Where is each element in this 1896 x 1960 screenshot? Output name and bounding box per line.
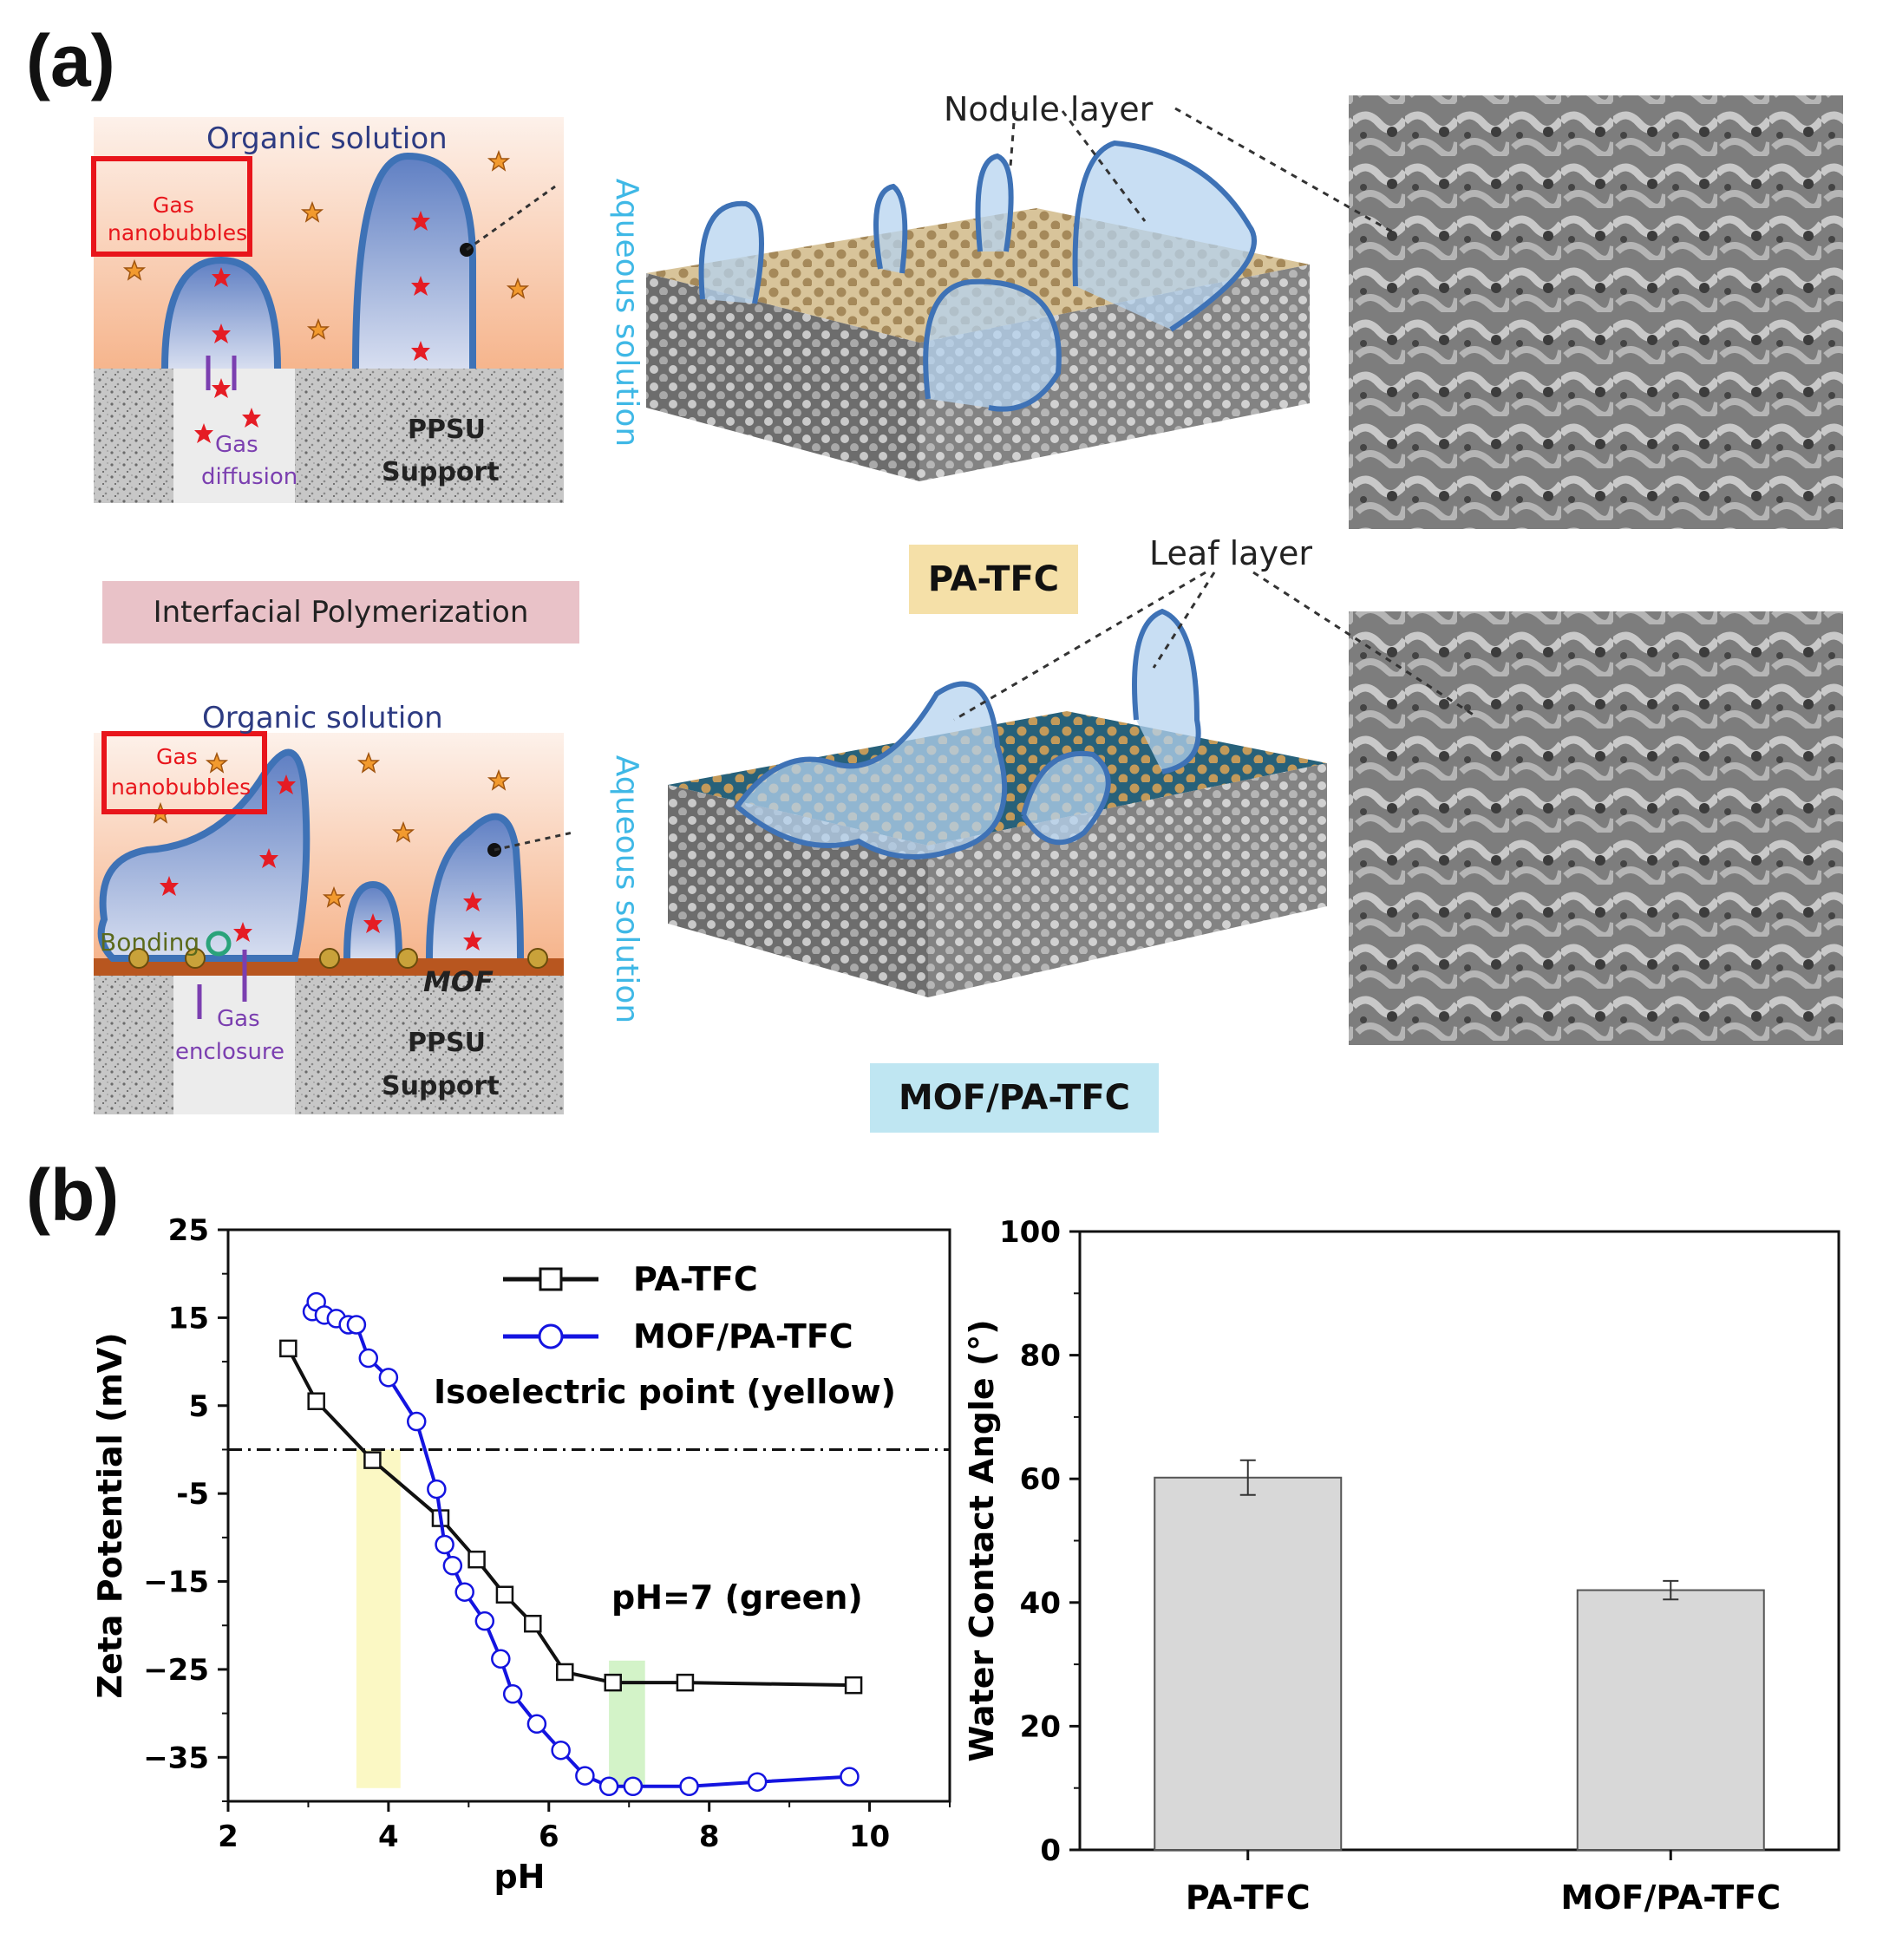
point-pa-tfc [467,1550,486,1569]
y-tick-label: 60 [1020,1462,1061,1497]
organic-solution-label-bottom: Organic solution [202,701,443,735]
point-mof-pa-tfc [551,1740,571,1761]
y-tick-label: 15 [168,1301,209,1336]
point-pa-tfc [279,1339,297,1358]
aqueous-solution-label-bottom: Aqueous solution [609,755,645,1024]
panel-label-a: (a) [26,20,115,101]
isoelectric-band [356,1449,401,1788]
water-contact-angle-chart: 0 20 40 60 80 100 Water Contact Angle (°) PA-TF… [963,1215,1840,1917]
gas-enclosure-label-1: Gas [217,1006,260,1032]
gas-nanobubbles-label-top-1: Gas [153,193,194,218]
panel-label-b: (b) [26,1154,120,1236]
point-mof-pa-tfc [526,1714,547,1735]
point-pa-tfc [676,1673,695,1692]
point-mof-pa-tfc [623,1776,644,1797]
y-tick-label: −25 [143,1653,209,1688]
bar-0 [1154,1476,1343,1851]
gas-nanobubbles-label-bottom-1: Gas [156,744,198,769]
zeta-plot-frame [226,1228,951,1803]
mof-label: MOF [423,965,494,998]
x-tick-label: 6 [539,1820,559,1854]
point-mof-pa-tfc [378,1368,399,1388]
point-mof-pa-tfc [840,1767,860,1787]
point-mof-pa-tfc [502,1684,523,1704]
point-mof-pa-tfc [406,1411,427,1432]
gas-enclosure-label-2: enclosure [175,1039,285,1065]
point-mof-pa-tfc [575,1766,595,1786]
membrane-3d-pa-tfc [646,140,1310,481]
support-label-bottom-2: Support [382,1071,500,1101]
y-tick-label: 20 [1020,1709,1061,1744]
legend-marker-0 [539,1267,563,1291]
schematic-top-left [91,117,564,503]
mof-pa-tfc-tag: MOF/PA-TFC [870,1063,1159,1133]
y-tick-label: 25 [168,1213,209,1248]
schematic-bottom-left [94,731,573,1114]
point-mof-pa-tfc [679,1776,699,1797]
x-tick-label: 10 [849,1820,890,1854]
point-mof-pa-tfc [454,1582,474,1602]
y-axis-label: Zeta Potential (mV) [91,1332,129,1698]
x-tick-label: 8 [699,1820,720,1854]
x-tick-label: 4 [378,1820,399,1854]
legend-marker-1 [538,1323,564,1349]
y-tick-label: 100 [999,1215,1061,1250]
point-mof-pa-tfc [747,1772,768,1792]
organic-solution-label-top: Organic solution [206,121,448,156]
membrane-3d-mof-pa-tfc [668,608,1327,997]
nodule-layer-label: Nodule layer [944,90,1154,128]
x-category-label: PA-TFC [1186,1878,1311,1917]
leaf-layer-label: Leaf layer [1149,534,1312,572]
schematic-figure [91,95,1843,1114]
gas-nanobubbles-label-top-2: nanobubbles [108,220,248,245]
sem-image-pa-tfc [1349,95,1843,529]
gas-diffusion-label-1: Gas [215,432,258,458]
y-tick-label: −15 [143,1565,209,1600]
sem-image-mof-pa-tfc [1349,611,1843,1045]
gas-diffusion-label-2: diffusion [201,464,298,490]
point-pa-tfc [495,1585,514,1604]
support-label-top-2: Support [382,457,500,487]
zeta-potential-chart: 25 15 5 -5 −15 −25 −35 2 4 6 8 10 pH Zeta Potential (… [91,1213,951,1896]
y-tick-label: -5 [176,1477,209,1512]
point-pa-tfc [844,1676,863,1695]
pa-tfc-tag: PA-TFC [909,545,1078,614]
point-mof-pa-tfc [435,1534,454,1555]
y-tick-label: 40 [1020,1586,1061,1621]
point-mof-pa-tfc [442,1556,463,1576]
x-category-label: MOF/PA-TFC [1560,1878,1781,1917]
x-axis-label: pH [494,1858,545,1896]
point-pa-tfc [363,1451,382,1469]
point-pa-tfc [307,1392,325,1410]
legend-label-1: MOF/PA-TFC [633,1317,853,1356]
support-label-bottom-1: PPSU [408,1028,486,1058]
y-axis-label: Water Contact Angle (°) [963,1319,1001,1761]
bonding-label: Bonding [100,928,200,957]
y-tick-label: 0 [1040,1833,1061,1868]
y-tick-label: 5 [188,1389,209,1424]
point-mof-pa-tfc [427,1479,447,1499]
isoelectric-annotation: Isoelectric point (yellow) [434,1373,896,1411]
point-mof-pa-tfc [358,1348,379,1369]
point-pa-tfc [556,1663,574,1682]
legend-label-0: PA-TFC [633,1260,758,1298]
x-tick-label: 2 [218,1820,239,1854]
support-label-top-1: PPSU [408,415,486,445]
point-pa-tfc [604,1673,622,1692]
interfacial-polymerization-banner: Interfacial Polymerization [102,581,579,644]
point-mof-pa-tfc [346,1315,367,1335]
point-pa-tfc [524,1614,542,1633]
gas-nanobubbles-label-bottom-2: nanobubbles [111,774,252,800]
aqueous-solution-label-top: Aqueous solution [609,178,645,448]
ph7-annotation: pH=7 (green) [611,1578,863,1617]
point-mof-pa-tfc [474,1610,495,1631]
y-tick-label: 80 [1020,1339,1061,1374]
point-mof-pa-tfc [491,1649,511,1669]
point-mof-pa-tfc [598,1776,619,1797]
bar-1 [1576,1589,1765,1851]
y-tick-label: −35 [143,1741,209,1775]
